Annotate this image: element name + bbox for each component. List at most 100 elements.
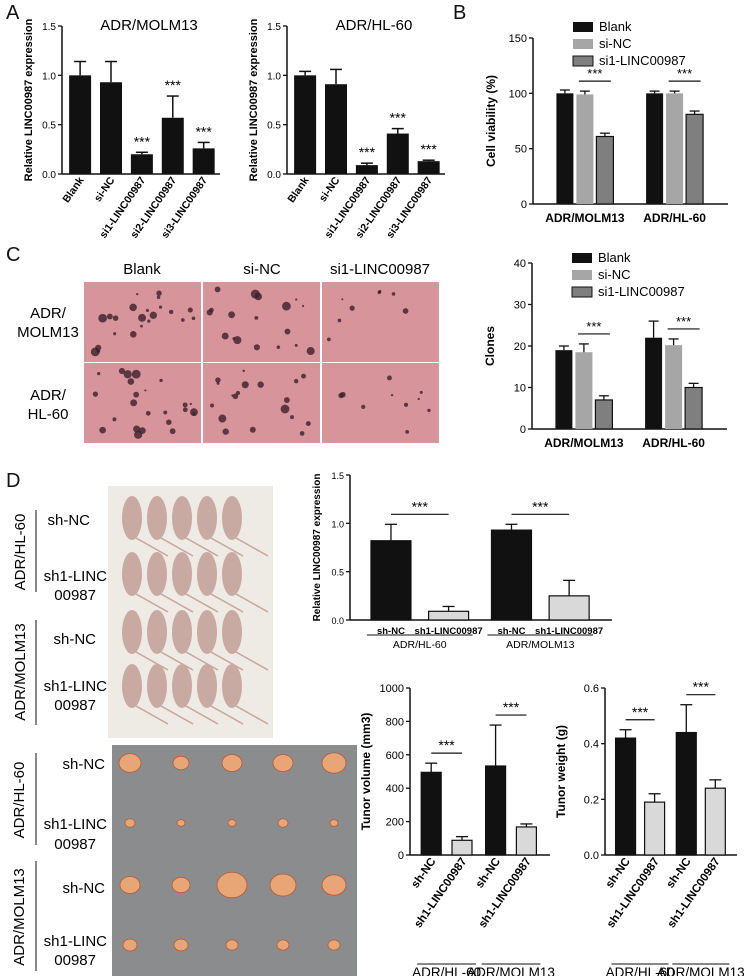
colony [228, 311, 235, 319]
significance-label: *** [587, 66, 602, 81]
mouse-body [197, 610, 217, 654]
colony [337, 318, 342, 323]
bar [515, 826, 537, 856]
colony [280, 404, 290, 414]
tumor [216, 871, 248, 899]
mice-group-hl60: ADR/HL-60 [12, 514, 29, 591]
y-tick-label: 0 [521, 199, 527, 211]
bar [555, 350, 573, 429]
y-tick-label: 200 [386, 817, 404, 829]
x-tick-label: sh1-LINC00987 [666, 856, 723, 930]
x-tick-label: sh-NC [497, 626, 525, 637]
colony [257, 381, 264, 388]
tumor [321, 874, 347, 896]
y-tick-label: 1.0 [267, 71, 281, 82]
column-label-blank: Blank [123, 261, 161, 278]
group-label: ADR/MOLM13 [467, 965, 555, 976]
colony [294, 343, 298, 347]
y-tick-label: 0.0 [42, 170, 56, 181]
mouse-tail [235, 537, 269, 557]
colony [305, 421, 311, 427]
colony [215, 377, 221, 383]
colony [284, 328, 291, 335]
colony [123, 370, 132, 379]
group-label: ADR/HL-60 [412, 965, 481, 976]
colony [282, 301, 291, 311]
y-tick-label: 20 [514, 341, 526, 353]
mouse-body [147, 610, 167, 654]
legend-swatch [571, 286, 593, 298]
mouse-tail [135, 593, 169, 613]
colony [232, 393, 239, 400]
bar [665, 345, 683, 429]
y-tick-label: 100 [509, 88, 527, 100]
chart-c-clones: 0 10 20 30 40 Clones ADR/MOLM13 ADR/HL-60 *** ***… [483, 250, 727, 450]
bar [594, 399, 614, 430]
colony [254, 292, 263, 301]
mouse-tail [160, 705, 194, 725]
y-tick-label: 0 [398, 850, 404, 862]
colony [210, 403, 215, 408]
mouse-tail [135, 537, 169, 557]
mice-row-label: sh-NC [53, 631, 96, 648]
mouse-tail [135, 651, 169, 671]
colony [276, 345, 281, 349]
tumor [172, 755, 190, 771]
mouse-body [122, 496, 142, 540]
mouse-body [222, 496, 242, 540]
bar [575, 352, 593, 429]
significance-label: *** [390, 110, 407, 126]
legend-swatch [573, 22, 593, 32]
colony [130, 331, 137, 338]
x-tick-label: ADR/HL-60 [643, 211, 706, 225]
tumors-row-label: sh-NC [62, 756, 105, 773]
x-tick-label: ADR/MOLM13 [544, 436, 624, 450]
colony [283, 397, 290, 403]
significance-label: *** [676, 314, 691, 329]
chart-b-viability: 0 50 100 150 Cell viability (%) ADR/MOLM13 ADR… [484, 19, 728, 225]
tumor [119, 876, 141, 894]
mouse-tail [210, 593, 244, 613]
y-axis-label: Cell viability (%) [484, 75, 498, 167]
mouse-tail [185, 593, 219, 613]
tumor [272, 754, 294, 772]
x-tick-label: sh1-LINC00987 [535, 626, 603, 637]
colony [299, 431, 305, 436]
colony [130, 399, 138, 407]
colony [182, 402, 188, 408]
significance-label: *** [532, 498, 549, 514]
tumor [277, 818, 289, 828]
tumor [118, 753, 142, 773]
bar [646, 93, 664, 204]
mice-row-label: sh1-LINC [44, 678, 108, 695]
tumor [124, 818, 136, 828]
significance-label: *** [503, 699, 520, 715]
x-tick-label: si-NC [317, 174, 343, 204]
y-tick-label: 1.0 [42, 71, 56, 82]
mouse-tail [185, 651, 219, 671]
bar [548, 595, 590, 621]
colony [147, 319, 151, 323]
xenograft-tumors-photo: ADR/HL-60 ADR/MOLM13 sh-NC sh1-LINC 0098… [11, 745, 357, 976]
colony [302, 304, 305, 308]
y-axis-label: Relative LINC00987 expression [23, 18, 35, 181]
y-tick-label: 50 [515, 144, 527, 156]
colony [166, 419, 172, 425]
y-tick-label: 1.5 [331, 471, 344, 481]
legend-label: si-NC [598, 267, 631, 282]
mice-row-label: sh-NC [47, 512, 90, 529]
y-axis-label: Relative LINC00987 expression [312, 474, 323, 622]
row-label-molm13-line2: MOLM13 [17, 324, 79, 341]
colony [231, 394, 234, 397]
mouse-tail [160, 593, 194, 613]
colony [326, 337, 331, 342]
y-tick-label: 40 [514, 258, 526, 270]
panel-label-c: C [6, 244, 21, 266]
tumors-row-label: sh-NC [62, 880, 105, 897]
x-tick-label: sh-NC [409, 856, 438, 891]
significance-label: *** [195, 123, 212, 139]
y-tick-label: 10 [514, 383, 526, 395]
tumor [321, 752, 347, 774]
legend-label: Blank [598, 250, 631, 265]
bar [614, 737, 637, 856]
